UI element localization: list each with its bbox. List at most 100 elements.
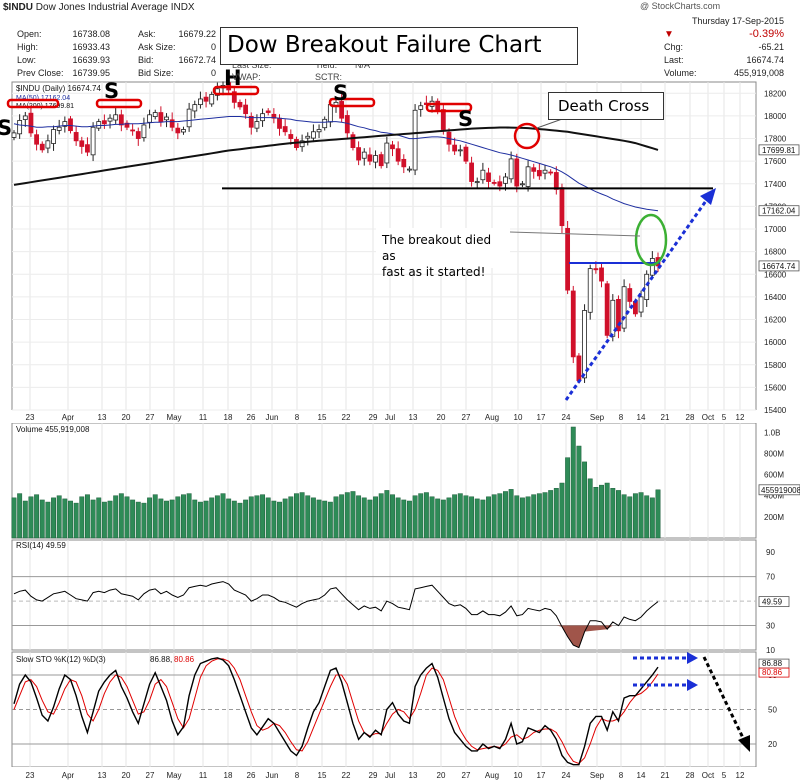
- volume-bar: [469, 496, 475, 539]
- volume-bar: [181, 494, 186, 539]
- ask-label: Ask:: [138, 29, 156, 39]
- volume-bar: [610, 488, 616, 539]
- volume-bar: [169, 499, 175, 539]
- price-tick-label: 18000: [764, 112, 787, 121]
- date-tick-label: Apr: [62, 413, 75, 422]
- date-tick-label-bottom: 27: [146, 771, 155, 780]
- price-candle: [288, 134, 294, 139]
- last-value: 16674.74: [746, 55, 784, 65]
- volume-tick-label: 600M: [764, 471, 784, 480]
- volume-bar: [79, 496, 85, 539]
- ask-value: 16679.22: [178, 29, 216, 39]
- rsi-tick-label: 30: [766, 622, 775, 631]
- price-candle: [390, 144, 395, 150]
- pattern-letter: H: [224, 66, 242, 90]
- price-candle: [22, 115, 28, 120]
- price-candle: [350, 134, 356, 149]
- volume-bar: [519, 497, 525, 539]
- price-candle: [407, 168, 412, 171]
- date-tick-label: 15: [318, 413, 327, 422]
- price-candle: [158, 112, 164, 122]
- chg-label: Chg:: [664, 42, 684, 52]
- volume-bar: [265, 497, 271, 539]
- date-tick-label-bottom: 13: [409, 771, 418, 780]
- volume-bar: [56, 495, 62, 539]
- volume-bar: [559, 482, 565, 539]
- sto-tick-label: 50: [768, 706, 777, 715]
- volume-bar: [655, 489, 661, 539]
- volume-bar: [310, 497, 316, 539]
- breakout-callout-line2: fast as it started!: [382, 265, 486, 279]
- price-tag: 17162.04: [762, 207, 796, 216]
- price-candle: [497, 181, 503, 187]
- rsi-legend: RSI(14) 49.59: [16, 541, 66, 550]
- volume-bar: [130, 499, 136, 539]
- last-size-label: Last Size:: [232, 60, 272, 70]
- price-candle: [203, 96, 209, 102]
- price-candle: [62, 121, 68, 127]
- breakout-failure-callout: The breakout died as fast as it started!: [376, 228, 510, 279]
- volume-bar: [486, 496, 491, 539]
- price-candle: [68, 118, 73, 132]
- sto-upper-arrowhead-icon: [687, 652, 698, 664]
- volume-bar: [231, 500, 237, 539]
- volume-bar: [361, 497, 367, 539]
- price-candle: [186, 108, 192, 128]
- date-tick-label-bottom: 5: [722, 771, 727, 780]
- sto-d-line: [13, 658, 659, 765]
- price-candle: [254, 121, 260, 129]
- uptrend-dotted-line: [564, 197, 710, 401]
- pattern-letter: S: [458, 107, 473, 131]
- volume-bar: [220, 493, 226, 539]
- date-axis-band: [0, 410, 800, 423]
- price-candle: [305, 135, 311, 139]
- price-candle: [101, 120, 107, 125]
- price-candle: [28, 112, 34, 134]
- volume-bar: [644, 495, 650, 539]
- prev-close-label: Prev Close:: [17, 68, 64, 78]
- symbol: $INDU: [3, 2, 34, 13]
- uptrend-arrowhead-icon: [700, 188, 716, 205]
- volume-bar: [418, 493, 424, 539]
- price-tick-label: 16800: [764, 248, 787, 257]
- rsi-tick-label: 70: [766, 573, 775, 582]
- volume-bar: [147, 497, 153, 539]
- price-candle: [469, 162, 474, 182]
- volume-bar: [22, 500, 28, 539]
- price-candle: [339, 101, 345, 119]
- date-tick-label-bottom: 29: [369, 771, 378, 780]
- down-triangle-icon: ▼: [664, 29, 674, 40]
- header-symbol-line: $INDU Dow Jones Industrial Average INDX: [3, 2, 195, 13]
- volume-bar: [599, 484, 604, 539]
- volume-bar: [34, 494, 40, 539]
- high-value: 16933.43: [72, 42, 110, 52]
- price-candle: [474, 181, 480, 183]
- date-tick-label: 21: [661, 413, 670, 422]
- death-cross-circle: [513, 122, 541, 150]
- pattern-letter: S: [333, 81, 348, 105]
- date-tick-label-bottom: 18: [224, 771, 233, 780]
- price-candle: [514, 158, 520, 187]
- volume-bar: [203, 500, 209, 539]
- pattern-top-marker: [6, 98, 60, 109]
- volume-bar: [107, 500, 113, 539]
- volume-tick-label: 400M: [764, 492, 784, 501]
- date-tick-label: Jun: [266, 413, 279, 422]
- price-tick-label: 16400: [764, 293, 787, 302]
- price-candle: [11, 132, 17, 138]
- price-candle: [141, 124, 147, 139]
- rsi-tag-box: [758, 596, 790, 608]
- price-candle: [164, 116, 169, 121]
- price-candle: [373, 155, 378, 163]
- date-tick-label-bottom: 15: [318, 771, 327, 780]
- price-candle: [649, 258, 655, 276]
- date-tick-label: 8: [295, 413, 300, 422]
- volume-bar: [582, 461, 588, 539]
- volume-bar: [322, 500, 328, 539]
- volume-bar: [152, 494, 158, 539]
- rsi-line: [13, 581, 659, 649]
- price-candle: [593, 268, 599, 271]
- rsi-tag: 49.59: [762, 598, 783, 607]
- volume-bar: [627, 496, 633, 539]
- date-tick-label-bottom: 17: [537, 771, 546, 780]
